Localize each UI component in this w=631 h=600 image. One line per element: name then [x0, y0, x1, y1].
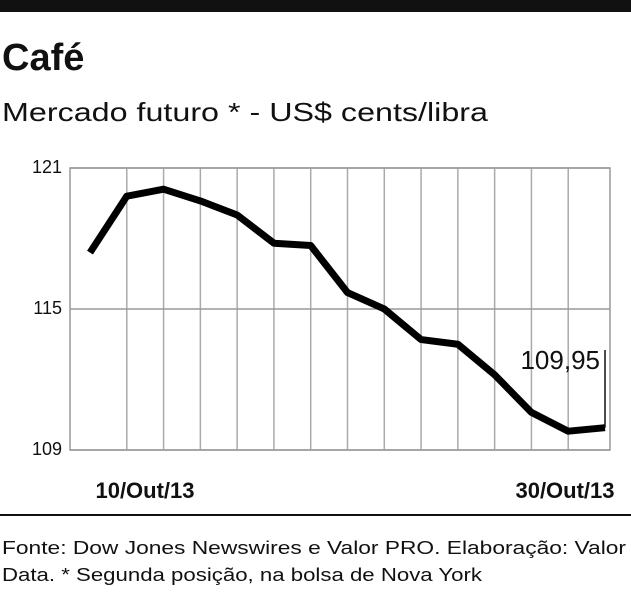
line [87, 185, 606, 435]
source: Fonte: Dow Jones Newswires e Valor PRO. … [2, 538, 626, 558]
y-tick-label: 121 [32, 157, 62, 177]
y-tick-label: 115 [33, 298, 62, 318]
x-tick-label: 30/Out/13 [515, 478, 614, 503]
y-tick-label: 109 [32, 439, 62, 459]
chart-title: Café [2, 37, 84, 79]
note: Data. * Segunda posição, na bolsa de Nov… [2, 565, 483, 585]
x-tick-label: 10/Out/13 [95, 478, 194, 503]
chart-subtitle: Mercado futuro * - US$ cents/libra [2, 97, 489, 127]
top-bar [0, 0, 631, 12]
value-label: 109,95 [520, 345, 600, 375]
